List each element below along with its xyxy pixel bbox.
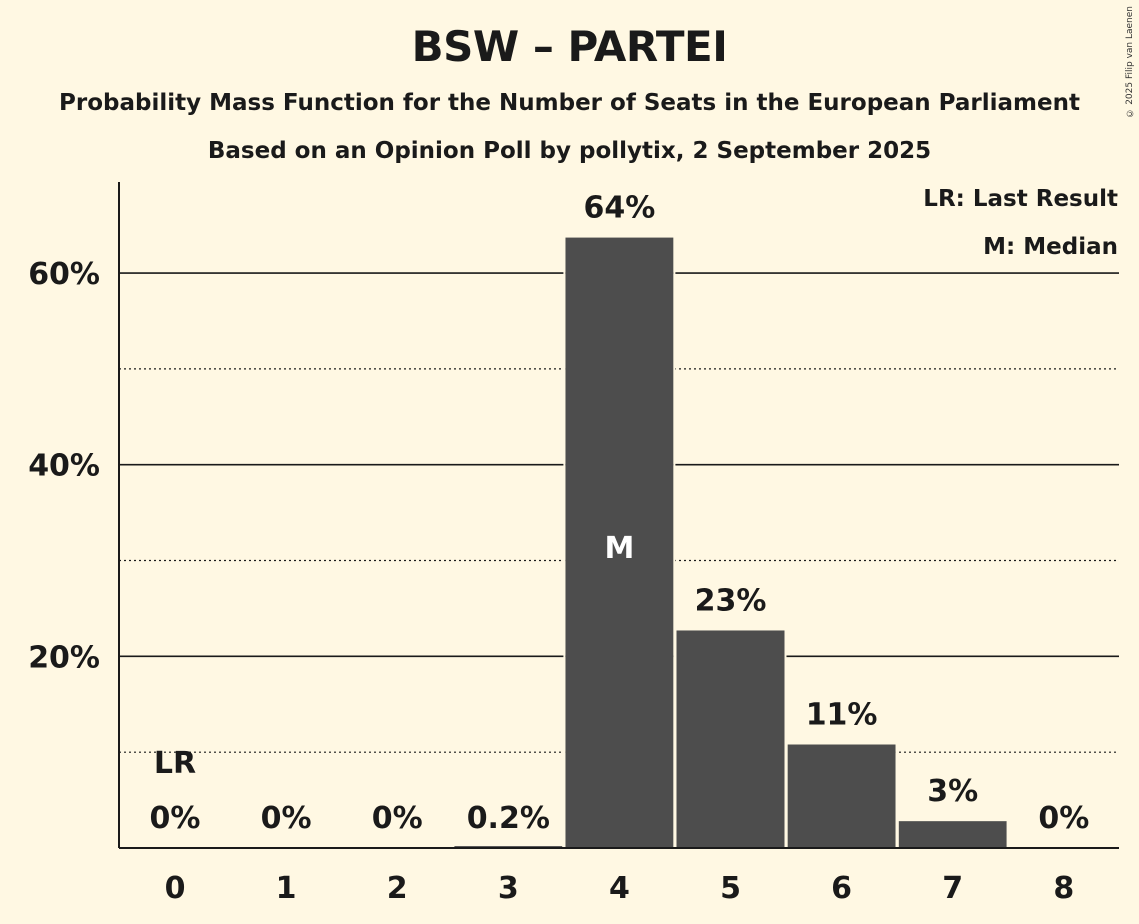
data-label: 11% — [806, 698, 878, 733]
y-tick-label: 40% — [28, 449, 100, 484]
data-label: 0% — [372, 801, 423, 836]
x-tick-label: 2 — [387, 871, 408, 906]
data-label: 0% — [1038, 801, 1089, 836]
bar-gap — [896, 821, 899, 848]
bar-gap — [785, 744, 788, 848]
data-label: 0% — [150, 801, 201, 836]
last-result-marker: LR — [154, 746, 196, 781]
x-tick-label: 4 — [609, 871, 630, 906]
legend-median: M: Median — [983, 234, 1118, 260]
x-tick-label: 1 — [276, 871, 297, 906]
bar — [676, 630, 785, 848]
data-label: 0.2% — [467, 801, 550, 836]
chart-subtitle-source: Based on an Opinion Poll by pollytix, 2 … — [207, 138, 932, 164]
bar-gap — [1006, 821, 1009, 848]
legend-last-result: LR: Last Result — [923, 186, 1118, 212]
bar-gap — [895, 744, 898, 848]
bar — [787, 744, 896, 848]
bar — [898, 821, 1007, 848]
bar-gap — [563, 237, 566, 849]
x-tick-label: 0 — [165, 871, 186, 906]
x-tick-label: 6 — [831, 871, 852, 906]
chart-subtitle: Probability Mass Function for the Number… — [59, 90, 1080, 116]
data-label: 3% — [927, 774, 978, 809]
data-label: 23% — [695, 583, 767, 618]
chart-title: BSW – PARTEI — [411, 22, 728, 71]
x-tick-label: 7 — [942, 871, 963, 906]
x-tick-label: 5 — [720, 871, 741, 906]
bar-gap — [673, 237, 676, 849]
x-tick-label: 8 — [1053, 871, 1074, 906]
x-tick-label: 3 — [498, 871, 519, 906]
bar-gap — [784, 630, 787, 848]
median-marker: M — [604, 531, 634, 566]
bar-gap — [674, 630, 677, 848]
data-label: 0% — [261, 801, 312, 836]
y-tick-label: 20% — [28, 640, 100, 675]
bar — [565, 237, 674, 849]
y-tick-label: 60% — [28, 257, 100, 292]
data-label: 64% — [583, 191, 655, 226]
